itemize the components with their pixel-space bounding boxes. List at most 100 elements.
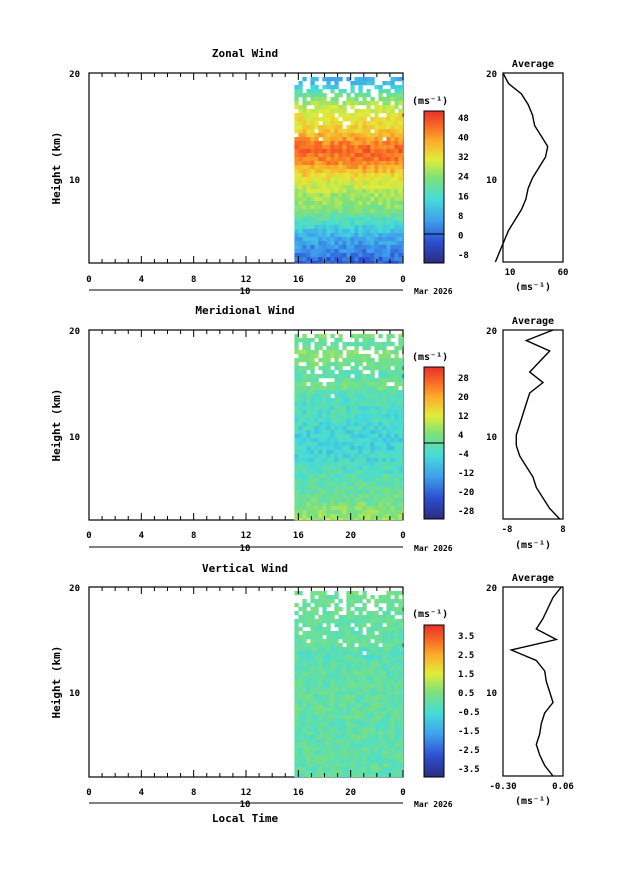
heatmap-cell (394, 767, 399, 772)
heatmap-cell (314, 482, 319, 487)
heatmap-cell (294, 458, 299, 463)
heatmap-cell (402, 691, 404, 696)
heatmap-cell (334, 161, 339, 166)
heatmap-cell (326, 237, 331, 242)
heatmap-cell (386, 450, 391, 455)
heatmap-cell (378, 97, 383, 102)
heatmap-cell (354, 117, 359, 122)
heatmap-cell (362, 462, 367, 467)
heatmap-cell (314, 386, 319, 391)
heatmap-cell (342, 237, 347, 242)
heatmap-cell (294, 611, 299, 616)
heatmap-cell (338, 113, 343, 118)
heatmap-cell (294, 181, 299, 186)
colorbar-tick-label: 20 (458, 393, 469, 403)
heatmap-cell (386, 727, 391, 732)
heatmap-cell (298, 145, 303, 150)
heatmap-cell (382, 89, 387, 94)
heatmap-cell (398, 759, 403, 764)
heatmap-cell (334, 125, 339, 130)
heatmap-cell (382, 514, 387, 519)
heatmap-cell (390, 426, 395, 431)
heatmap-cell (350, 631, 355, 636)
heatmap-cell (402, 354, 404, 359)
heatmap-cell (334, 430, 339, 435)
heatmap-cell (354, 623, 359, 628)
heatmap-cell (390, 430, 395, 435)
heatmap-cell (390, 169, 395, 174)
heatmap-cell (334, 189, 339, 194)
heatmap-cell (362, 502, 367, 507)
heatmap-cell (302, 342, 307, 347)
heatmap-cell (370, 663, 375, 668)
heatmap-cell (398, 245, 403, 250)
heatmap-cell (362, 394, 367, 399)
heatmap-cell (306, 631, 311, 636)
heatmap-cell (366, 715, 371, 720)
heatmap-cell (346, 398, 351, 403)
heatmap-cell (334, 695, 339, 700)
heatmap-cell (366, 482, 371, 487)
heatmap-cell (318, 671, 323, 676)
heatmap-cell (394, 695, 399, 700)
heatmap-cell (330, 619, 335, 624)
heatmap-cell (326, 731, 331, 736)
heatmap-cell (398, 257, 403, 262)
heatmap-cell (302, 261, 307, 264)
heatmap-cell (334, 197, 339, 202)
heatmap-cell (314, 197, 319, 202)
heatmap-cell (294, 478, 299, 483)
heatmap-cell (402, 93, 404, 98)
heatmap-cell (334, 707, 339, 712)
heatmap-cell (346, 261, 351, 264)
heatmap-cell (366, 358, 371, 363)
colorbar-tick-label: 48 (458, 114, 469, 124)
heatmap-cell (338, 129, 343, 134)
heatmap-cell (354, 245, 359, 250)
heatmap-cell (394, 378, 399, 383)
heatmap-cell (390, 727, 395, 732)
heatmap-cell (318, 679, 323, 684)
heatmap-cell (322, 253, 327, 258)
heatmap-cell (338, 362, 343, 367)
heatmap-cell (354, 434, 359, 439)
heatmap-cell (338, 771, 343, 776)
heatmap-cell (302, 217, 307, 222)
heatmap-cell (358, 201, 363, 206)
heatmap-cell (346, 414, 351, 419)
heatmap-cell (334, 611, 339, 616)
heatmap-cell (354, 81, 359, 86)
heatmap-cell (374, 458, 379, 463)
x-tick-label: 12 (241, 275, 252, 285)
heatmap-cell (314, 651, 319, 656)
heatmap-cell (386, 703, 391, 708)
heatmap-cell (310, 233, 315, 238)
heatmap-cell (382, 486, 387, 491)
heatmap-cell (298, 374, 303, 379)
heatmap-cell (374, 675, 379, 680)
heatmap-cell (402, 450, 404, 455)
heatmap-cell (334, 205, 339, 210)
heatmap-cell (394, 635, 399, 640)
heatmap-cell (354, 249, 359, 254)
heatmap-cell (402, 639, 404, 644)
colorbar-tick-label: 2.5 (458, 651, 474, 661)
colorbar-unit-label: (ms⁻¹) (412, 352, 448, 363)
heatmap-cell (378, 233, 383, 238)
heatmap-cell (366, 490, 371, 495)
heatmap-cell (314, 735, 319, 740)
heatmap-cell (302, 715, 307, 720)
heatmap-cell (294, 687, 299, 692)
heatmap-cell (302, 731, 307, 736)
heatmap-cell (390, 759, 395, 764)
heatmap-cell (350, 743, 355, 748)
heatmap-cell (330, 430, 335, 435)
heatmap-cell (366, 161, 371, 166)
heatmap-cell (390, 691, 395, 696)
heatmap-cell (298, 422, 303, 427)
heatmap-cell (322, 643, 327, 648)
heatmap-cell (326, 715, 331, 720)
heatmap-cell (318, 771, 323, 776)
heatmap-cell (362, 165, 367, 170)
heatmap-cell (306, 398, 311, 403)
